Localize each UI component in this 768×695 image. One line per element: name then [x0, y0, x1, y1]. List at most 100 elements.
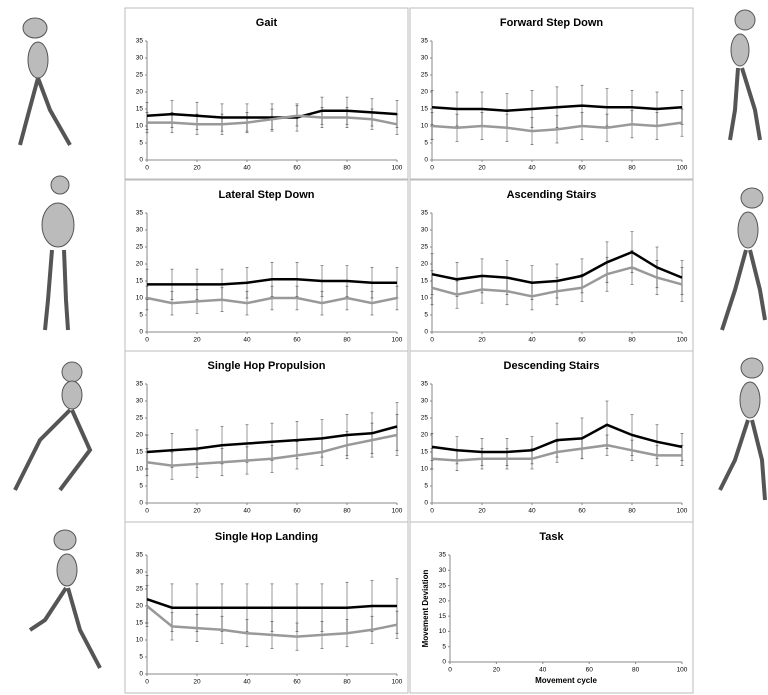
y-tick-label: 10: [136, 123, 144, 130]
x-tick-label: 60: [586, 667, 594, 674]
x-tick-label: 60: [578, 508, 586, 515]
x-tick-label: 0: [448, 667, 452, 674]
x-tick-label: 100: [392, 337, 403, 344]
x-tick-label: 40: [243, 679, 251, 686]
x-tick-label: 80: [343, 508, 351, 515]
x-tick-label: 40: [528, 165, 536, 172]
x-tick-label: 60: [578, 165, 586, 172]
y-tick-label: 30: [136, 55, 144, 62]
y-tick-label: 35: [421, 38, 429, 45]
y-tick-label: 0: [139, 500, 143, 507]
panel-title: Task: [539, 531, 564, 543]
x-tick-label: 100: [392, 679, 403, 686]
x-tick-label: 0: [430, 165, 434, 172]
y-tick-label: 35: [136, 381, 144, 388]
x-tick-label: 80: [343, 337, 351, 344]
y-tick-label: 15: [136, 620, 144, 627]
x-tick-label: 40: [528, 337, 536, 344]
x-tick-label: 80: [628, 337, 636, 344]
y-tick-label: 20: [421, 432, 429, 439]
y-tick-label: 10: [421, 466, 429, 473]
y-tick-label: 20: [136, 89, 144, 96]
skeleton: [42, 176, 74, 330]
y-tick-label: 20: [421, 89, 429, 96]
x-tick-label: 40: [243, 165, 251, 172]
x-tick-label: 60: [293, 679, 301, 686]
panel-frame: [410, 522, 693, 693]
panel-title: Lateral Step Down: [219, 189, 315, 201]
y-tick-label: 5: [139, 140, 143, 147]
y-tick-label: 20: [421, 261, 429, 268]
x-tick-label: 80: [343, 679, 351, 686]
y-tick-label: 10: [136, 295, 144, 302]
y-tick-label: 0: [442, 659, 446, 666]
x-tick-label: 0: [145, 337, 149, 344]
y-tick-label: 10: [439, 628, 447, 635]
panel-title: Descending Stairs: [504, 360, 600, 372]
y-tick-label: 5: [139, 312, 143, 319]
y-tick-label: 25: [136, 72, 144, 79]
x-tick-label: 0: [145, 679, 149, 686]
x-tick-label: 80: [632, 667, 640, 674]
skeleton: [20, 18, 70, 145]
panel-title: Single Hop Landing: [215, 531, 318, 543]
y-tick-label: 30: [439, 567, 447, 574]
x-tick-label: 20: [193, 508, 201, 515]
y-tick-label: 35: [136, 210, 144, 217]
y-tick-label: 5: [424, 140, 428, 147]
x-tick-label: 80: [343, 165, 351, 172]
panel-title: Forward Step Down: [500, 17, 604, 29]
x-tick-label: 0: [430, 508, 434, 515]
y-tick-label: 30: [421, 398, 429, 405]
y-tick-label: 10: [136, 466, 144, 473]
x-tick-label: 0: [430, 337, 434, 344]
y-tick-label: 5: [442, 643, 446, 650]
y-tick-label: 0: [139, 329, 143, 336]
y-tick-label: 25: [421, 244, 429, 251]
y-tick-label: 25: [136, 244, 144, 251]
y-tick-label: 25: [421, 415, 429, 422]
y-tick-label: 20: [439, 598, 447, 605]
skeleton: [720, 358, 765, 500]
y-tick-label: 25: [136, 586, 144, 593]
skeleton: [15, 362, 90, 490]
y-tick-label: 0: [424, 500, 428, 507]
y-tick-label: 10: [421, 295, 429, 302]
y-tick-label: 5: [139, 654, 143, 661]
panel-frame: [125, 8, 408, 179]
y-tick-label: 5: [139, 483, 143, 490]
x-tick-label: 60: [293, 508, 301, 515]
panel-title: Single Hop Propulsion: [208, 360, 326, 372]
y-tick-label: 25: [421, 72, 429, 79]
x-tick-label: 20: [193, 679, 201, 686]
x-tick-label: 20: [478, 508, 486, 515]
y-tick-label: 35: [421, 381, 429, 388]
x-tick-label: 100: [677, 337, 688, 344]
y-tick-label: 30: [421, 55, 429, 62]
panel-title: Gait: [256, 17, 278, 29]
x-tick-label: 100: [677, 508, 688, 515]
y-tick-label: 25: [439, 582, 447, 589]
y-tick-label: 10: [136, 637, 144, 644]
panel: Forward Step Down05101520253035020406080…: [410, 8, 693, 179]
x-tick-label: 20: [193, 337, 201, 344]
panel-frame: [410, 180, 693, 351]
panel: Gait05101520253035020406080100: [125, 8, 408, 179]
y-tick-label: 20: [136, 432, 144, 439]
skeleton: [730, 10, 760, 140]
x-tick-label: 80: [628, 508, 636, 515]
y-tick-label: 0: [139, 671, 143, 678]
x-tick-label: 40: [539, 667, 547, 674]
skeleton: [722, 188, 765, 330]
x-tick-label: 0: [145, 508, 149, 515]
y-tick-label: 30: [136, 227, 144, 234]
y-tick-label: 5: [424, 483, 428, 490]
y-tick-label: 20: [136, 261, 144, 268]
y-tick-label: 15: [439, 613, 447, 620]
y-tick-label: 35: [439, 552, 447, 559]
panel-frame: [125, 180, 408, 351]
y-tick-label: 30: [136, 398, 144, 405]
panel-frame: [410, 8, 693, 179]
